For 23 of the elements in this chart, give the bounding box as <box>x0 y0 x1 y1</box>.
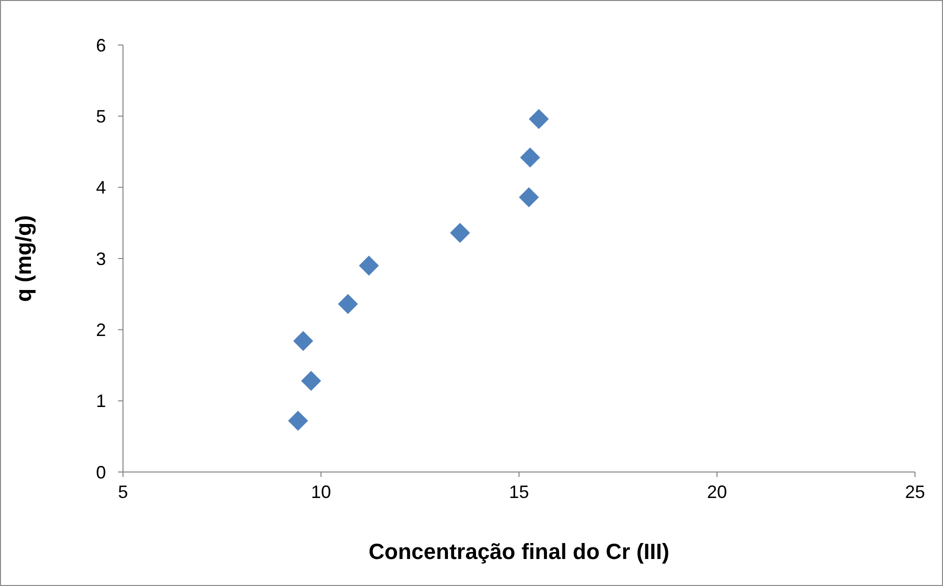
x-tick-label: 20 <box>706 482 728 502</box>
point <box>301 370 322 391</box>
point <box>520 147 540 168</box>
y-axis-title: q (mg/g) <box>10 215 36 302</box>
x-tick-label: 10 <box>310 482 332 502</box>
x-tick-label: 25 <box>904 482 926 502</box>
x-tick-label: 15 <box>508 482 530 502</box>
point <box>288 410 308 431</box>
y-tick-label: 1 <box>96 391 106 412</box>
point <box>518 187 539 208</box>
point <box>293 331 314 352</box>
point <box>528 109 549 130</box>
point <box>358 256 379 276</box>
point <box>450 222 470 243</box>
y-tick-label: 0 <box>96 462 106 482</box>
x-tick-label: 5 <box>118 482 128 502</box>
y-tick-label: 5 <box>96 106 106 127</box>
y-tick-label: 4 <box>96 178 106 198</box>
y-tick-label: 6 <box>96 35 106 56</box>
y-tick-label: 2 <box>96 320 106 340</box>
x-axis-title: Concentração final do Cr (III) <box>368 539 670 564</box>
y-tick-label: 3 <box>96 248 106 269</box>
point <box>338 294 358 314</box>
